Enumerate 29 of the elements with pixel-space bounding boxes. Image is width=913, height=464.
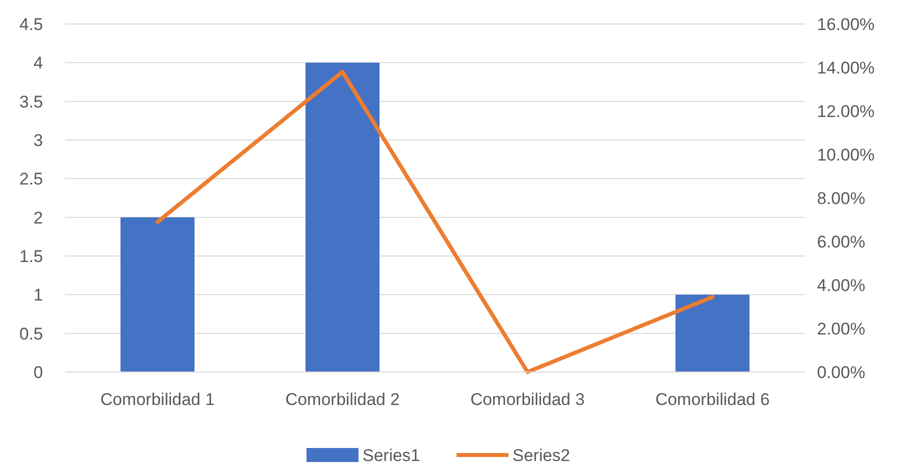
y2-tick-label: 6.00% <box>817 232 866 252</box>
y-tick-label: 3.5 <box>19 92 43 112</box>
y-tick-label: 1 <box>34 286 43 305</box>
y2-tick-label: 0.00% <box>817 362 866 382</box>
x-tick-label: Comorbilidad 6 <box>655 390 770 409</box>
line-series <box>156 70 714 374</box>
x-tick-label: Comorbilidad 3 <box>470 390 585 409</box>
legend-label: Series1 <box>362 446 420 464</box>
y-tick-label: 2.5 <box>19 170 43 189</box>
y-tick-label: 2 <box>34 208 43 228</box>
y2-tick-label: 8.00% <box>817 188 866 208</box>
y2-tick-label: 16.00% <box>817 14 875 34</box>
y2-tick-label: 4.00% <box>817 276 866 295</box>
bar <box>120 217 194 372</box>
y-tick-label: 4.5 <box>19 14 43 34</box>
y2-tick-label: 2.00% <box>817 319 866 338</box>
y-tick-label: 1.5 <box>19 246 43 266</box>
x-tick-label: Comorbilidad 1 <box>100 390 215 409</box>
bar <box>676 294 750 372</box>
x-tick-label: Comorbilidad 2 <box>285 390 400 409</box>
bar <box>306 62 380 372</box>
legend-label: Series2 <box>512 446 570 464</box>
y2-tick-label: 12.00% <box>817 102 875 121</box>
y-tick-label: 0.5 <box>19 324 43 344</box>
y-tick-label: 4 <box>34 54 43 73</box>
y2-tick-label: 14.00% <box>817 58 875 78</box>
y-tick-label: 3 <box>34 130 43 150</box>
y-tick-label: 0 <box>34 362 43 382</box>
y2-tick-label: 10.00% <box>817 145 875 164</box>
